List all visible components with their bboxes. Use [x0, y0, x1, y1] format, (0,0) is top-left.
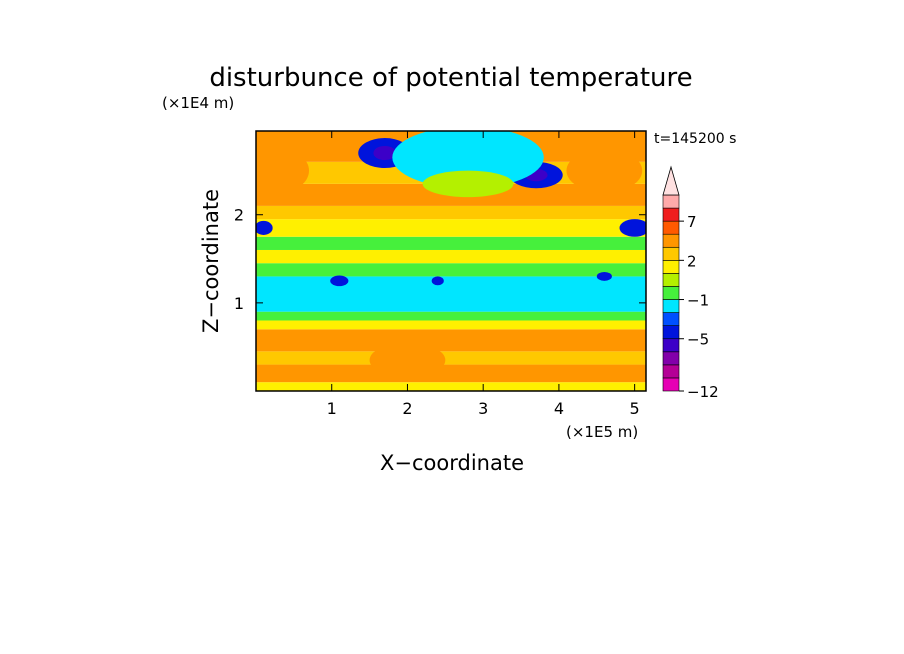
field-band-4 — [256, 320, 646, 330]
field-band-6 — [256, 276, 646, 312]
x-axis-unit: (×1E5 m) — [566, 423, 638, 441]
field-feature-6 — [619, 219, 646, 237]
colorbar-label-0: −12 — [687, 383, 719, 401]
x-tick-label-2: 3 — [478, 399, 488, 418]
field-band-2 — [256, 351, 646, 365]
colorbar-label-2: −1 — [687, 292, 709, 310]
field-band-7 — [256, 263, 646, 277]
x-tick-label-3: 4 — [554, 399, 564, 418]
field-band-11 — [256, 205, 646, 220]
x-axis: 1 2 3 4 5 — [327, 131, 640, 418]
colorbar-swatch-13 — [662, 207, 680, 222]
colorbar-swatch-2 — [662, 351, 680, 366]
colorbar-swatch-6 — [662, 299, 680, 313]
field-feature-7 — [256, 220, 273, 235]
contour-field — [256, 131, 646, 391]
x-tick-label-0: 1 — [327, 399, 337, 418]
field-feature-5 — [422, 170, 514, 198]
colorbar: −12−5−127 — [662, 165, 719, 401]
field-feature-13 — [369, 342, 446, 378]
y-tick-label-1: 2 — [234, 206, 244, 225]
field-band-10 — [256, 219, 646, 237]
field-feature-10 — [596, 272, 612, 281]
field-band-9 — [256, 236, 646, 250]
colorbar-swatch-5 — [662, 312, 680, 326]
field-band-1 — [256, 364, 646, 383]
chart-title: disturbunce of potential temperature — [209, 63, 692, 93]
colorbar-extend-arrow — [662, 165, 680, 196]
colorbar-swatch-8 — [662, 273, 680, 287]
field-feature-11 — [566, 148, 643, 193]
y-axis: 12 — [234, 206, 646, 313]
colorbar-label-1: −5 — [687, 331, 709, 349]
x-tick-label-4: 5 — [630, 399, 640, 418]
colorbar-swatch-9 — [662, 260, 680, 274]
time-label: t=145200 s — [654, 131, 736, 147]
colorbar-swatch-14 — [662, 194, 680, 209]
plot-frame — [255, 130, 647, 392]
y-axis-unit: (×1E4 m) — [162, 94, 234, 112]
colorbar-swatch-10 — [662, 246, 680, 261]
colorbar-label-3: 2 — [687, 252, 697, 270]
colorbar-swatch-7 — [662, 286, 680, 300]
colorbar-swatch-4 — [662, 325, 680, 340]
colorbar-swatch-1 — [662, 364, 680, 379]
x-tick-label-1: 2 — [402, 399, 412, 418]
y-axis-label: Z−coordinate — [199, 189, 223, 333]
colorbar-label-4: 7 — [687, 213, 697, 231]
field-feature-9 — [431, 276, 444, 286]
field-band-5 — [256, 311, 646, 321]
x-axis-label: X−coordinate — [380, 451, 524, 475]
colorbar-swatch-0 — [662, 377, 680, 392]
field-feature-1 — [373, 145, 397, 161]
field-feature-8 — [330, 275, 349, 287]
colorbar-swatch-12 — [662, 220, 680, 235]
field-band-3 — [256, 329, 646, 352]
field-band-0 — [256, 382, 646, 391]
field-band-8 — [256, 249, 646, 264]
field-feature-4 — [392, 131, 544, 189]
colorbar-swatch-3 — [662, 338, 680, 353]
field-feature-12 — [256, 148, 310, 193]
colorbar-swatch-11 — [662, 233, 680, 248]
y-tick-label-0: 1 — [234, 294, 244, 313]
